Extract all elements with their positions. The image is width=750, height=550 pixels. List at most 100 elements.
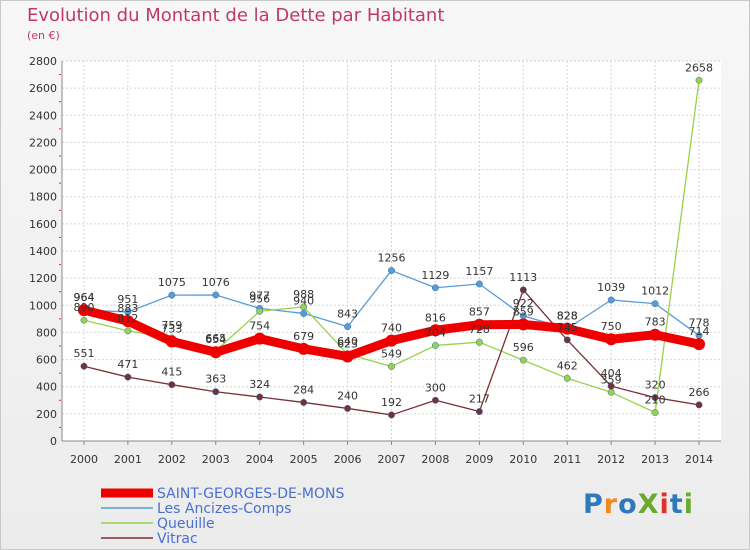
legend-label: Vitrac xyxy=(157,531,198,547)
logo-letter: o xyxy=(618,489,638,520)
data-point-3 xyxy=(124,373,132,381)
data-point-3 xyxy=(695,401,703,409)
x-tick-label: 2010 xyxy=(509,453,537,466)
y-tick-label: 2600 xyxy=(29,82,57,95)
data-point-1 xyxy=(607,296,615,304)
data-point-3 xyxy=(300,399,308,406)
data-label: 733 xyxy=(161,323,182,336)
proxiti-logo: ProXiti xyxy=(583,489,694,520)
data-label: 883 xyxy=(117,302,138,315)
data-point-1 xyxy=(168,291,176,299)
data-point-1 xyxy=(124,308,132,316)
data-label: 1075 xyxy=(158,276,186,289)
y-tick-label: 0 xyxy=(50,435,57,448)
y-tick-label: 600 xyxy=(36,354,57,367)
chart-title: Evolution du Montant de la Dette par Hab… xyxy=(27,5,445,26)
data-point-1 xyxy=(431,284,439,292)
data-label: 956 xyxy=(249,292,270,305)
x-tick-label: 2012 xyxy=(597,453,625,466)
x-tick-label: 2004 xyxy=(246,453,274,466)
data-label: 462 xyxy=(557,359,578,372)
data-point-1 xyxy=(344,323,352,331)
data-label: 754 xyxy=(249,320,270,333)
data-point-3 xyxy=(475,408,483,415)
logo-letter: X xyxy=(637,489,660,520)
x-tick-label: 2014 xyxy=(685,453,713,466)
data-point-3 xyxy=(651,394,659,402)
x-tick-label: 2000 xyxy=(70,453,98,466)
data-label: 704 xyxy=(425,326,446,339)
data-label: 714 xyxy=(689,325,710,338)
data-point-1 xyxy=(300,309,308,317)
data-label: 977 xyxy=(249,289,270,302)
data-point-2 xyxy=(607,388,615,396)
data-point-0 xyxy=(77,304,90,317)
data-label: 778 xyxy=(689,316,710,329)
data-point-0 xyxy=(385,334,398,347)
data-label: 359 xyxy=(601,373,622,386)
logo-letter: r xyxy=(603,489,619,520)
data-point-0 xyxy=(693,338,706,351)
data-point-2 xyxy=(563,374,571,382)
data-label: 324 xyxy=(249,378,270,391)
data-point-3 xyxy=(256,393,264,401)
y-tick-label: 1600 xyxy=(29,218,57,231)
data-label: 922 xyxy=(513,297,534,310)
x-tick-label: 2009 xyxy=(465,453,493,466)
x-tick-label: 2007 xyxy=(378,453,406,466)
data-label: 828 xyxy=(557,310,578,323)
data-label: 828 xyxy=(557,310,578,323)
data-label: 759 xyxy=(161,319,182,332)
data-label: 1012 xyxy=(641,285,669,298)
y-tick-label: 2400 xyxy=(29,109,57,122)
data-label: 964 xyxy=(73,291,94,304)
chart-unit: (en €) xyxy=(27,29,60,42)
data-point-0 xyxy=(297,342,310,355)
data-point-3 xyxy=(344,404,352,412)
data-label: 1256 xyxy=(378,252,406,265)
logo-letter: t xyxy=(669,489,684,520)
data-point-0 xyxy=(517,318,530,331)
x-tick-label: 2005 xyxy=(290,453,318,466)
data-point-3 xyxy=(607,382,615,390)
data-point-0 xyxy=(165,335,178,348)
data-label: 988 xyxy=(293,288,314,301)
data-label: 940 xyxy=(293,294,314,307)
data-label: 859 xyxy=(513,305,534,318)
data-label: 679 xyxy=(293,330,314,343)
data-label: 857 xyxy=(469,306,490,319)
legend-label: Queuille xyxy=(157,516,215,532)
data-point-2 xyxy=(80,316,88,324)
data-label: 266 xyxy=(689,386,710,399)
data-label: 217 xyxy=(469,393,490,406)
y-tick-label: 1200 xyxy=(29,272,57,285)
logo-letter: P xyxy=(583,489,604,520)
x-tick-label: 2011 xyxy=(553,453,581,466)
data-point-3 xyxy=(388,411,395,419)
data-label: 549 xyxy=(381,347,402,360)
data-label: 551 xyxy=(73,347,94,360)
data-label: 665 xyxy=(205,332,226,345)
data-label: 812 xyxy=(117,312,138,325)
data-label: 745 xyxy=(557,321,578,334)
data-point-0 xyxy=(649,328,662,341)
y-tick-label: 2200 xyxy=(29,136,57,149)
data-label: 728 xyxy=(469,323,490,336)
data-point-3 xyxy=(212,388,220,396)
data-point-0 xyxy=(473,318,486,331)
data-point-2 xyxy=(651,409,659,416)
data-label: 240 xyxy=(337,389,358,402)
data-point-3 xyxy=(80,362,88,370)
data-label: 1113 xyxy=(509,271,537,284)
data-label: 640 xyxy=(337,335,358,348)
y-tick-label: 800 xyxy=(36,326,57,339)
data-label: 320 xyxy=(645,379,666,392)
data-point-0 xyxy=(605,333,618,346)
data-point-3 xyxy=(563,336,571,344)
data-point-1 xyxy=(651,300,659,308)
data-label: 2658 xyxy=(685,61,713,74)
data-point-2 xyxy=(388,363,395,370)
data-label: 890 xyxy=(73,301,94,314)
